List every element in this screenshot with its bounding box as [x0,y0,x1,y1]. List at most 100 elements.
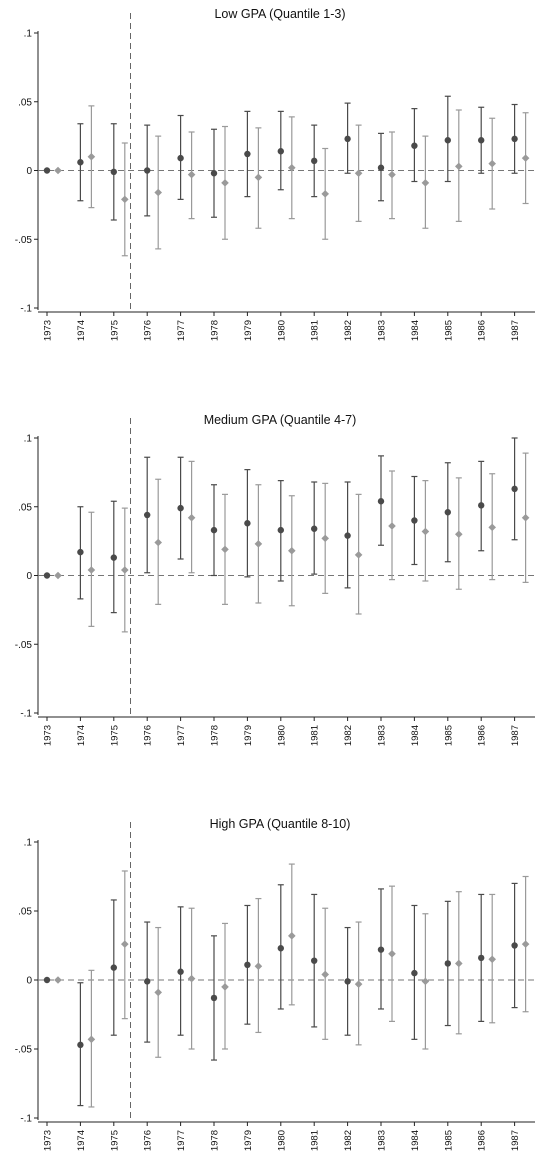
point-estimate-circle [277,945,284,952]
point-estimate-circle [311,957,318,964]
point-estimate-diamond [354,980,363,988]
panel-title: High GPA (Quantile 8-10) [210,817,351,831]
point-estimate-diamond [154,988,162,997]
x-tick-label: 1979 [243,320,254,341]
point-estimate-circle [511,942,518,949]
x-tick-label: 1982 [343,725,354,746]
point-estimate-circle [277,526,284,534]
x-tick-label: 1985 [443,1130,454,1151]
point-estimate-diamond [87,566,96,574]
point-estimate-diamond [187,170,196,179]
x-tick-label: 1978 [210,725,221,746]
point-estimate-circle [177,154,184,162]
point-estimate-diamond [354,169,363,178]
x-tick-label: 1985 [443,725,454,746]
point-estimate-diamond [455,530,463,539]
x-tick-label: 1977 [176,1130,187,1151]
x-tick-label: 1984 [410,320,421,341]
point-estimate-diamond [455,959,463,968]
point-estimate-diamond [388,522,396,530]
point-estimate-diamond [321,970,329,979]
x-tick-label: 1983 [377,725,388,746]
x-tick-label: 1974 [76,320,87,341]
point-estimate-diamond [121,940,129,948]
point-estimate-diamond [187,974,196,983]
point-estimate-diamond [455,162,463,171]
point-estimate-circle [444,137,451,144]
chart-panel-medium-gpa: Medium GPA (Quantile 4-7) .1 .05 0 -.05 -.1 1… [15,413,535,746]
point-estimate-circle [210,994,218,1002]
point-estimate-diamond [488,523,496,532]
point-estimate-circle [511,135,518,143]
point-estimate-diamond [87,152,96,161]
x-tick-label: 1981 [310,725,321,746]
point-estimate-circle [377,946,385,953]
point-estimate-circle [244,520,251,527]
point-estimate-circle [478,954,485,962]
point-estimate-diamond [521,940,530,948]
point-estimate-diamond [321,534,329,543]
x-tick-label: 1978 [210,1130,221,1151]
point-estimate-circle [444,509,451,516]
point-estimate-circle [177,968,184,975]
point-estimate-circle [144,167,151,174]
point-estimate-circle [377,498,385,505]
point-estimate-diamond [288,546,296,555]
point-estimate-circle [244,961,251,969]
point-estimate-diamond [221,545,229,554]
point-estimate-diamond [187,513,196,522]
point-estimate-circle [77,548,84,556]
point-estimate-diamond [54,976,62,984]
y-tick-label: -.1 [20,304,32,315]
point-estimate-circle [110,964,118,971]
x-tick-label: 1987 [510,725,521,746]
point-estimate-diamond [288,932,296,940]
point-estimate-circle [77,159,84,166]
point-estimate-circle [110,554,118,561]
x-tick-label: 1980 [276,1130,287,1151]
x-tick-label: 1979 [243,725,254,746]
point-estimate-circle [43,572,51,579]
point-estimate-circle [244,150,251,158]
y-tick-label: .05 [18,502,32,513]
x-tick-label: 1980 [276,320,287,341]
y-tick-label: -.1 [20,709,32,720]
x-tick-label: 1986 [477,320,488,341]
y-tick-label: .1 [24,434,33,445]
point-estimate-circle [377,164,385,171]
point-estimate-diamond [321,190,329,198]
point-estimate-diamond [521,154,530,162]
x-tick-label: 1984 [410,1130,421,1151]
point-estimate-diamond [254,962,263,970]
point-estimate-circle [77,1041,84,1049]
point-estimate-circle [311,525,318,532]
point-estimate-circle [277,148,284,155]
chart-panel-high-gpa: High GPA (Quantile 8-10) .1 .05 0 -.05 -.1 19… [15,817,535,1151]
y-tick-label: -.1 [20,1114,32,1125]
point-estimate-diamond [488,955,496,964]
x-tick-label: 1975 [109,1130,120,1151]
x-tick-label: 1978 [210,320,221,341]
y-tick-label: .1 [24,838,33,849]
point-estimate-diamond [354,551,363,559]
x-tick-label: 1976 [143,320,154,341]
y-tick-label: -.05 [15,1045,33,1056]
y-tick-label: 0 [26,976,32,987]
x-tick-label: 1986 [477,1130,488,1151]
point-estimate-diamond [521,513,530,522]
point-estimate-circle [344,978,351,985]
point-estimate-circle [478,502,485,509]
point-estimate-diamond [288,163,296,172]
point-estimate-circle [110,168,118,176]
x-tick-label: 1976 [143,725,154,746]
point-estimate-diamond [121,195,129,204]
point-estimate-circle [444,960,451,967]
point-estimate-diamond [154,188,162,197]
x-tick-label: 1975 [109,725,120,746]
x-tick-label: 1977 [176,320,187,341]
point-estimate-diamond [121,566,129,574]
point-estimate-diamond [254,540,263,548]
x-tick-label: 1986 [477,725,488,746]
x-tick-label: 1979 [243,1130,254,1151]
x-tick-label: 1981 [310,320,321,341]
